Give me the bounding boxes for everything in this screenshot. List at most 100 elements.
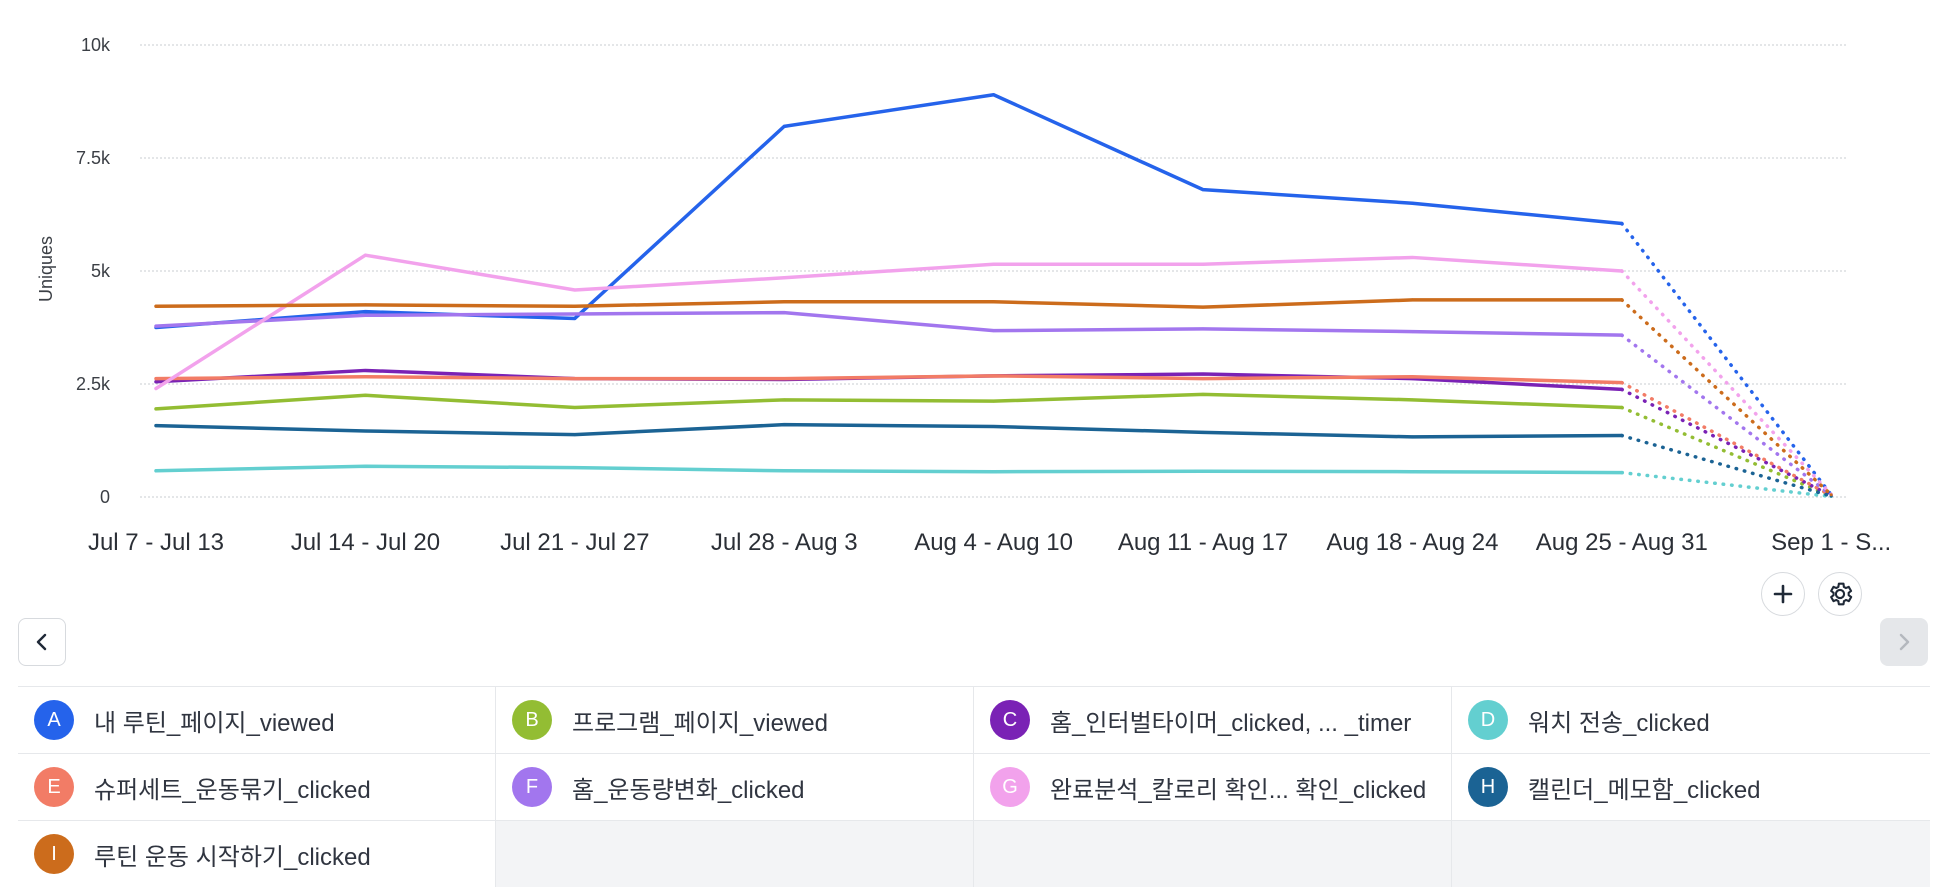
data-point-A [1410,201,1414,205]
data-point-E [1410,375,1414,379]
data-point-B [782,398,786,402]
series-badge: D [1468,700,1508,740]
y-tick-label: 7.5k [76,148,111,168]
data-point-A [1201,188,1205,192]
plus-icon [1773,584,1793,604]
data-point-H [363,429,367,433]
legend-item-D[interactable]: D 워치 전송_clicked [1452,687,1930,753]
data-point-B [1620,406,1624,410]
data-point-E [154,377,158,381]
legend-prev-button[interactable] [18,618,66,666]
legend-next-button[interactable] [1880,618,1928,666]
y-tick-label: 2.5k [76,374,111,394]
data-point-F [1201,327,1205,331]
legend-row: I 루틴 운동 시작하기_clicked [18,820,1930,887]
data-point-A [992,93,996,97]
data-point-I [1410,298,1414,302]
data-point-D [1201,469,1205,473]
data-point-D [573,466,577,470]
data-point-D [992,470,996,474]
series-line-E [154,374,1624,385]
legend-item-G[interactable]: G 완료분석_칼로리 확인... 확인_clicked [974,754,1452,820]
data-point-A [363,310,367,314]
data-point-E [1201,377,1205,381]
data-point-I [992,300,996,304]
gear-icon [1830,582,1853,606]
data-point-H [1620,434,1624,438]
data-point-H [154,424,158,428]
legend-item-E[interactable]: E 슈퍼세트_운동묶기_clicked [18,754,496,820]
data-point-H [1410,435,1414,439]
legend-item-B[interactable]: B 프로그램_페이지_viewed [496,687,974,753]
data-point-C [1620,387,1624,391]
series-line-G [154,253,1624,391]
series-line-A [154,92,1624,330]
data-point-I [1620,298,1624,302]
data-point-E [992,374,996,378]
data-point-G [1620,269,1624,273]
data-point-G [1201,262,1205,266]
data-point-I [1829,493,1833,497]
series-line-B [154,392,1624,411]
series-projection-C [1620,387,1833,498]
x-tick-label: Aug 11 - Aug 17 [1118,529,1288,556]
settings-button[interactable] [1818,572,1862,616]
add-button[interactable] [1761,572,1805,616]
data-point-I [573,304,577,308]
series-line-D [154,464,1624,475]
legend-label: 홈_인터벌타이머_clicked, ... _timer [1050,709,1412,737]
x-tick-label: Aug 18 - Aug 24 [1326,529,1498,556]
data-point-H [573,433,577,437]
legend-label: 슈퍼세트_운동묶기_clicked [94,776,371,804]
x-tick-label: Aug 4 - Aug 10 [914,529,1073,556]
legend-empty-cell [1452,821,1930,887]
data-point-F [992,329,996,333]
series-projection-D [1620,470,1833,499]
legend-item-C[interactable]: C 홈_인터벌타이머_clicked, ... _timer [974,687,1452,753]
legend-row: A 내 루틴_페이지_viewed B 프로그램_페이지_viewed C 홈_인터벌타이… [18,686,1930,753]
x-tick-label: Jul 7 - Jul 13 [88,529,224,556]
data-point-I [1201,305,1205,309]
legend-label: 캘린더_메모함_clicked [1528,776,1761,804]
data-point-B [1410,398,1414,402]
series-projection-F [1620,333,1833,497]
legend-empty-cell [496,821,974,887]
data-point-C [1201,372,1205,376]
data-point-G [573,288,577,292]
data-point-B [573,406,577,410]
data-point-E [573,377,577,381]
series-badge: F [512,767,552,807]
line-chart: 0 2.5k 5k 7.5k 10k Uniques Jul 7 - Jul 13 Jul 1… [36,35,1891,556]
data-point-I [363,303,367,307]
data-point-A [573,316,577,320]
data-point-F [1620,333,1624,337]
data-point-E [1620,381,1624,385]
legend-label: 프로그램_페이지_viewed [572,709,828,737]
x-tick-label: Sep 1 - S... [1771,529,1891,556]
legend-item-A[interactable]: A 내 루틴_페이지_viewed [18,687,496,753]
data-point-I [154,304,158,308]
legend-empty-cell [974,821,1452,887]
series-projection-E [1620,380,1833,498]
chevron-left-icon [36,633,47,651]
data-point-F [363,313,367,317]
data-point-G [154,387,158,391]
series-line-H [154,422,1624,439]
series-badge: E [34,767,74,807]
series-line-F [154,310,1624,337]
legend-item-F[interactable]: F 홈_운동량변화_clicked [496,754,974,820]
legend-item-H[interactable]: H 캘린더_메모함_clicked [1452,754,1930,820]
legend-label: 루틴 운동 시작하기_clicked [94,843,371,871]
legend-label: 완료분석_칼로리 확인... 확인_clicked [1050,776,1427,804]
data-point-H [782,423,786,427]
legend-item-I[interactable]: I 루틴 운동 시작하기_clicked [18,821,496,887]
data-point-E [363,375,367,379]
data-point-B [363,393,367,397]
series-badge: G [990,767,1030,807]
data-point-D [154,469,158,473]
legend-row: E 슈퍼세트_운동묶기_clicked F 홈_운동량변화_clicked G 완료분석_… [18,753,1930,820]
x-tick-label: Jul 28 - Aug 3 [711,529,858,556]
data-point-F [573,312,577,316]
data-point-C [154,380,158,384]
data-point-H [992,424,996,428]
